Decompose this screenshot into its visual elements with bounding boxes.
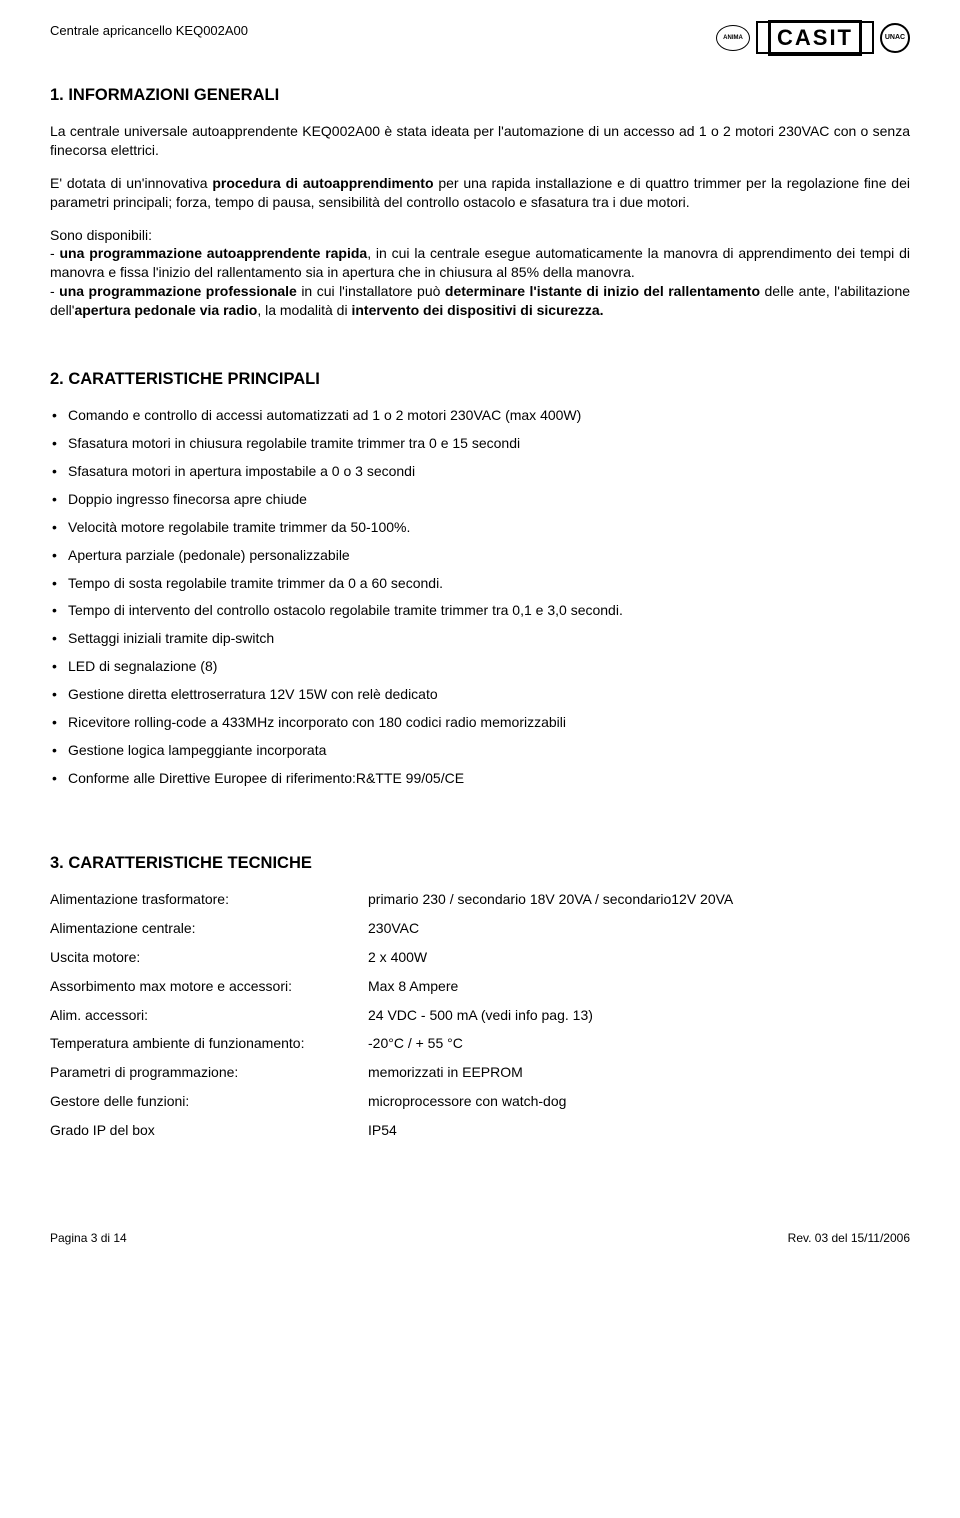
casit-logo-icon: CASIT [756,20,874,56]
spec-label: Assorbimento max motore e accessori: [50,977,360,996]
bold-span: intervento dei dispositivi di sicurezza. [351,302,603,318]
section-1-title: 1. INFORMAZIONI GENERALI [50,84,910,106]
spec-label: Alimentazione centrale: [50,919,360,938]
list-item: Conforme alle Direttive Europee di rifer… [50,769,910,788]
spec-value: microprocessore con watch-dog [368,1092,910,1111]
anima-logo-icon: ANIMA [716,25,750,51]
list-item: Sfasatura motori in chiusura regolabile … [50,434,910,453]
list-item: LED di segnalazione (8) [50,657,910,676]
list-item: Velocità motore regolabile tramite trimm… [50,518,910,537]
bold-span: apertura pedonale via radio [74,302,257,318]
list-item: Tempo di intervento del controllo ostaco… [50,601,910,620]
list-item: Doppio ingresso finecorsa apre chiude [50,490,910,509]
text-span: , la modalità di [257,302,351,318]
unac-logo-icon: UNAC [880,23,910,53]
text-span: E' dotata di un'innovativa [50,175,212,191]
logo-group: ANIMA CASIT UNAC [716,20,910,56]
revision-info: Rev. 03 del 15/11/2006 [788,1230,910,1246]
list-item: Tempo di sosta regolabile tramite trimme… [50,574,910,593]
list-item: Sfasatura motori in apertura impostabile… [50,462,910,481]
list-item: Gestione logica lampeggiante incorporata [50,741,910,760]
spec-value: IP54 [368,1121,910,1140]
bold-span: determinare l'istante di inizio del rall… [445,283,760,299]
spec-value: memorizzati in EEPROM [368,1063,910,1082]
features-list: Comando e controllo di accessi automatiz… [50,406,910,787]
doc-title: Centrale apricancello KEQ002A00 [50,20,248,40]
spec-label: Uscita motore: [50,948,360,967]
spec-value: 2 x 400W [368,948,910,967]
list-item: Ricevitore rolling-code a 433MHz incorpo… [50,713,910,732]
section-1-para-3: Sono disponibili: - una programmazione a… [50,226,910,320]
section-1-para-1: La centrale universale autoapprendente K… [50,122,910,160]
section-2-title: 2. CARATTERISTICHE PRINCIPALI [50,368,910,390]
spec-value: -20°C / + 55 °C [368,1034,910,1053]
spec-label: Gestore delle funzioni: [50,1092,360,1111]
list-item: Comando e controllo di accessi automatiz… [50,406,910,425]
page-number: Pagina 3 di 14 [50,1230,127,1246]
bold-span: una programmazione professionale [59,283,297,299]
page-header: Centrale apricancello KEQ002A00 ANIMA CA… [50,20,910,56]
spec-value: primario 230 / secondario 18V 20VA / sec… [368,890,910,909]
list-item: Apertura parziale (pedonale) personalizz… [50,546,910,565]
page-footer: Pagina 3 di 14 Rev. 03 del 15/11/2006 [50,1230,910,1246]
bold-span: una programmazione autoapprendente rapid… [59,245,367,261]
spec-value: Max 8 Ampere [368,977,910,996]
spec-label: Parametri di programmazione: [50,1063,360,1082]
list-item: Gestione diretta elettroserratura 12V 15… [50,685,910,704]
spec-value: 230VAC [368,919,910,938]
section-3-title: 3. CARATTERISTICHE TECNICHE [50,852,910,874]
spec-label: Alim. accessori: [50,1006,360,1025]
text-span: - [50,283,59,299]
specs-table: Alimentazione trasformatore: primario 23… [50,890,910,1140]
spec-label: Grado IP del box [50,1121,360,1140]
text-span: Sono disponibili: [50,227,152,243]
section-1-para-2: E' dotata di un'innovativa procedura di … [50,174,910,212]
spec-label: Temperatura ambiente di funzionamento: [50,1034,360,1053]
spec-label: Alimentazione trasformatore: [50,890,360,909]
list-item: Settaggi iniziali tramite dip-switch [50,629,910,648]
spec-value: 24 VDC - 500 mA (vedi info pag. 13) [368,1006,910,1025]
text-span: in cui l'installatore può [297,283,445,299]
bold-span: procedura di autoapprendimento [212,175,433,191]
